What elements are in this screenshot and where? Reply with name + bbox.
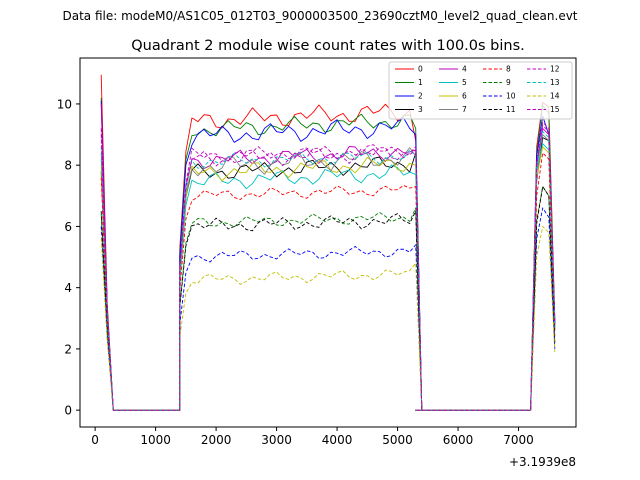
chart-title: Quadrant 2 module wise count rates with … bbox=[131, 38, 525, 54]
legend-label-6: 6 bbox=[462, 92, 467, 101]
legend-label-8: 8 bbox=[506, 65, 511, 74]
y-axis: 0 2 4 6 8 10 bbox=[57, 97, 80, 418]
legend-box bbox=[388, 61, 573, 120]
x-axis: 0 1000 2000 3000 4000 5000 6000 7000 bbox=[91, 427, 534, 447]
legend-label-7: 7 bbox=[462, 105, 467, 114]
x-offset-label: +3.1939e8 bbox=[509, 455, 576, 469]
y-tick-label: 10 bbox=[57, 97, 72, 111]
legend-label-0: 0 bbox=[418, 65, 423, 74]
legend-label-12: 12 bbox=[550, 65, 560, 74]
legend-label-1: 1 bbox=[418, 78, 423, 87]
x-tick-label: 6000 bbox=[443, 433, 474, 447]
series-line-15 bbox=[100, 124, 556, 411]
legend-label-14: 14 bbox=[550, 92, 560, 101]
figure-suptitle: Data file: modeM0/AS1C05_012T03_90000035… bbox=[62, 9, 577, 23]
x-tick-label: 0 bbox=[91, 433, 99, 447]
legend-label-9: 9 bbox=[506, 78, 511, 87]
x-tick-label: 3000 bbox=[261, 433, 292, 447]
legend-label-4: 4 bbox=[462, 65, 467, 74]
legend-label-3: 3 bbox=[418, 105, 423, 114]
plot-frame bbox=[79, 57, 577, 428]
y-tick-label: 8 bbox=[64, 159, 72, 173]
x-tick-label: 7000 bbox=[503, 433, 534, 447]
legend-label-11: 11 bbox=[506, 105, 516, 114]
x-tick-label: 5000 bbox=[382, 433, 413, 447]
y-tick-label: 4 bbox=[64, 281, 72, 295]
legend-label-15: 15 bbox=[550, 105, 560, 114]
x-tick-label: 2000 bbox=[201, 433, 232, 447]
y-tick-label: 2 bbox=[64, 342, 72, 356]
legend-label-5: 5 bbox=[462, 78, 467, 87]
x-tick-label: 4000 bbox=[322, 433, 353, 447]
y-tick-label: 0 bbox=[64, 404, 72, 418]
legend-label-13: 13 bbox=[550, 78, 560, 87]
legend-label-2: 2 bbox=[418, 92, 423, 101]
legend-label-10: 10 bbox=[506, 92, 516, 101]
x-tick-label: 1000 bbox=[140, 433, 171, 447]
y-tick-label: 6 bbox=[64, 220, 72, 234]
plot-lines bbox=[100, 74, 556, 411]
